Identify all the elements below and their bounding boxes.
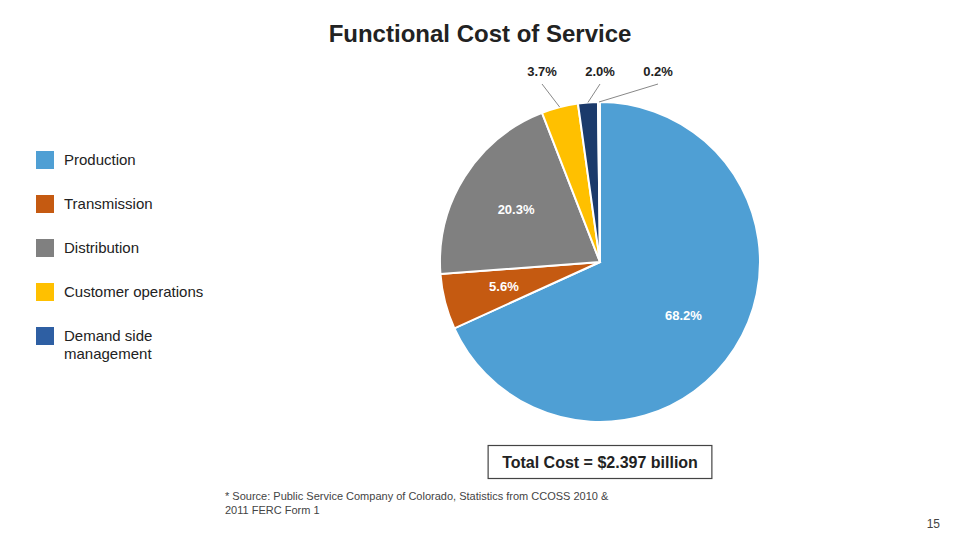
pie	[440, 102, 760, 422]
legend-swatch	[36, 327, 54, 345]
legend: Production Transmission Distribution Custom…	[36, 151, 203, 362]
legend-label: Demand sidemanagement	[64, 327, 152, 362]
chart-svg: Functional Cost of Service 68.2% 5.6% 20.3%…	[0, 0, 960, 540]
data-label: 3.7%	[527, 64, 557, 79]
chart-title: Functional Cost of Service	[329, 20, 632, 47]
legend-swatch	[36, 151, 54, 169]
source-note: * Source: Public Service Company of Colo…	[225, 490, 609, 516]
data-label: 5.6%	[489, 279, 519, 294]
data-label: 0.2%	[643, 64, 673, 79]
legend-swatch	[36, 239, 54, 257]
data-label: 2.0%	[585, 64, 615, 79]
legend-label: Production	[64, 151, 136, 168]
data-label: 68.2%	[665, 308, 702, 323]
leader-line	[542, 84, 560, 107]
leader-line	[599, 84, 658, 102]
legend-swatch	[36, 283, 54, 301]
legend-label: Distribution	[64, 239, 139, 256]
data-labels: 68.2% 5.6% 20.3% 3.7% 2.0% 0.2%	[489, 64, 702, 323]
pie-slice	[598, 102, 600, 262]
leader-line	[588, 84, 600, 102]
page-number: 15	[927, 517, 941, 531]
legend-label: Transmission	[64, 195, 153, 212]
legend-label: Customer operations	[64, 283, 203, 300]
pie-slice	[578, 102, 600, 262]
data-label: 20.3%	[498, 202, 535, 217]
annotation-box	[488, 446, 712, 479]
legend-swatch	[36, 195, 54, 213]
annotation: Total Cost = $2.397 billion	[502, 454, 698, 471]
